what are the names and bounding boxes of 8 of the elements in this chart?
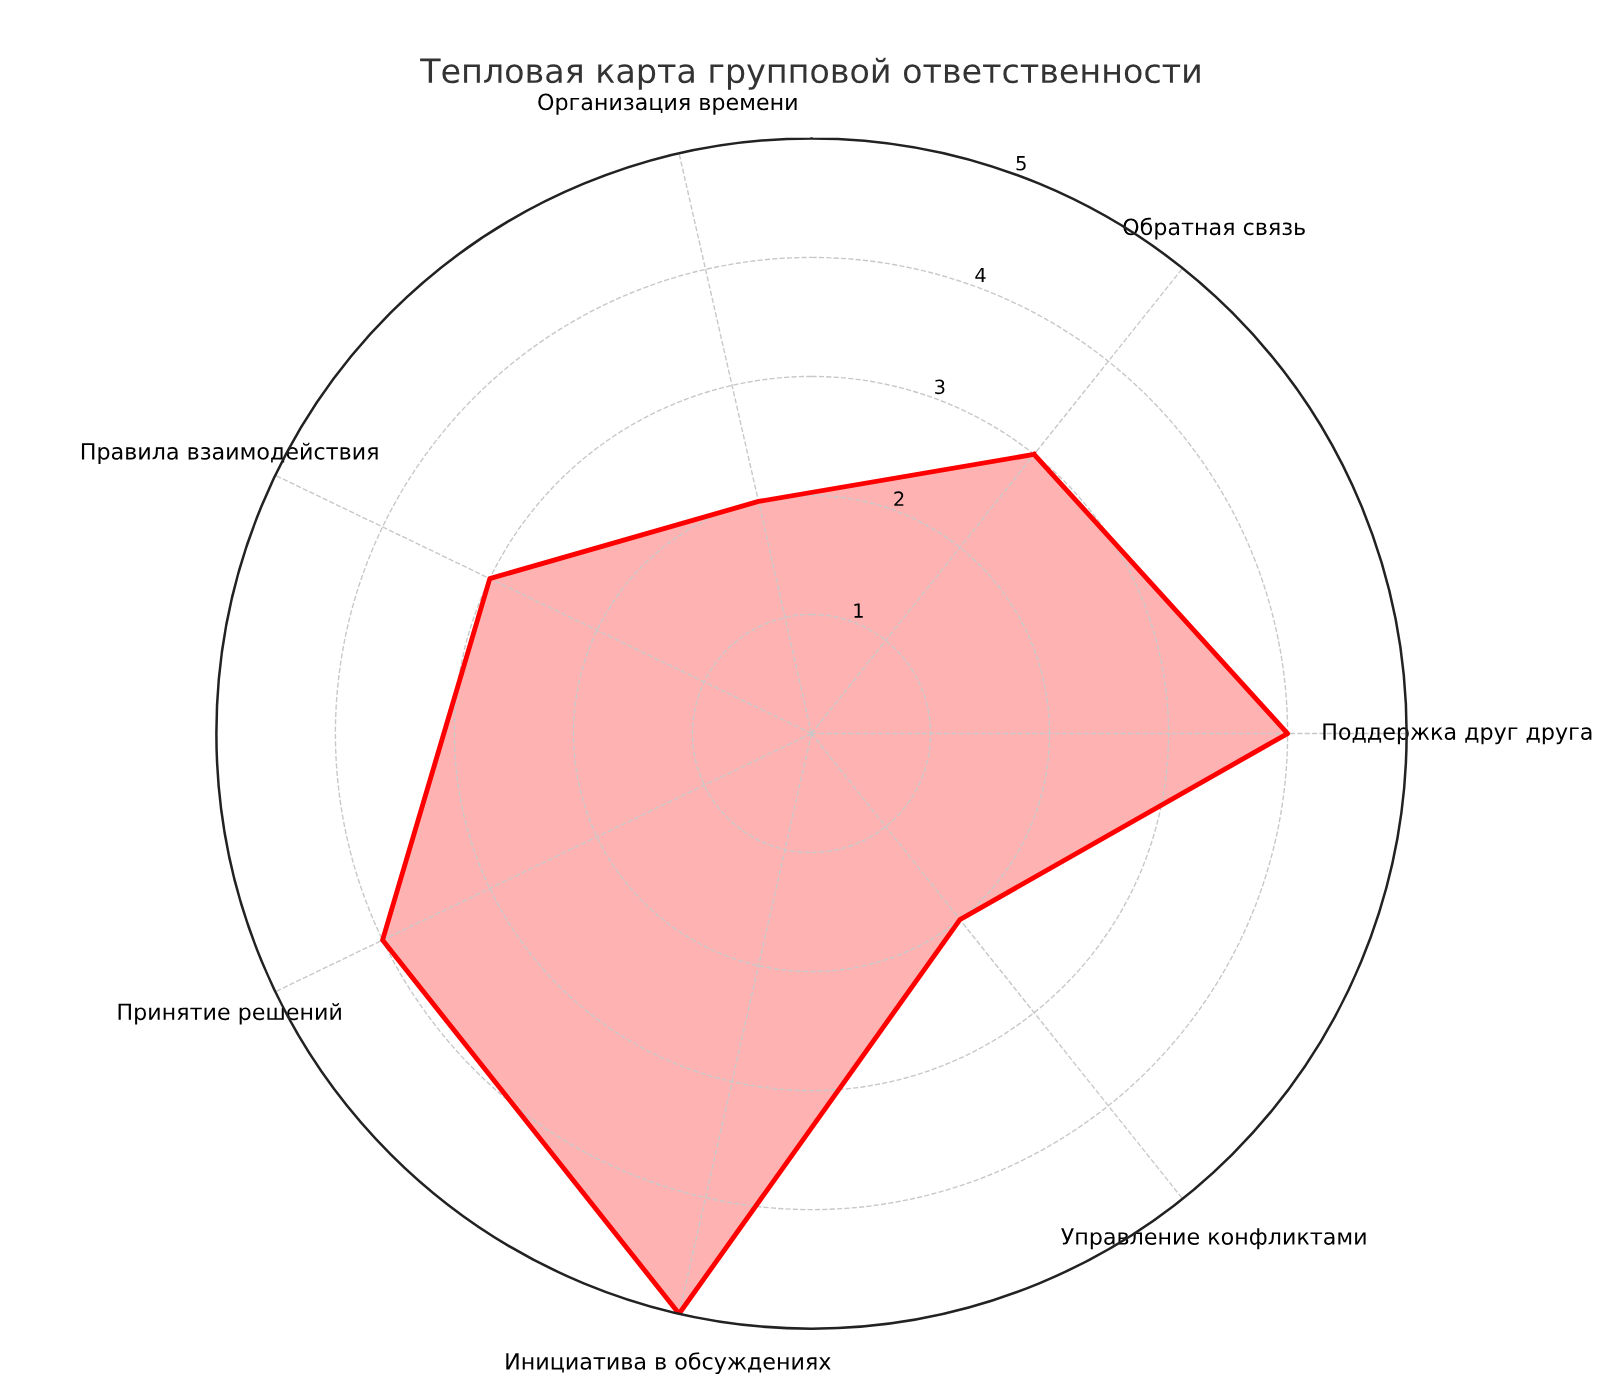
- y-tick-label: 2: [894, 491, 904, 506]
- y-tick-label: 3: [935, 379, 945, 395]
- y-tick-label: 1: [854, 603, 863, 618]
- spoke-label: Организация времени: [538, 93, 797, 115]
- y-tick-label: 4: [975, 267, 986, 283]
- y-tick-label: 5: [1016, 156, 1026, 171]
- spoke-label: Инициатива в обсуждениях: [506, 1352, 831, 1375]
- chart-title: Тепловая карта групповой ответственности: [420, 57, 1200, 90]
